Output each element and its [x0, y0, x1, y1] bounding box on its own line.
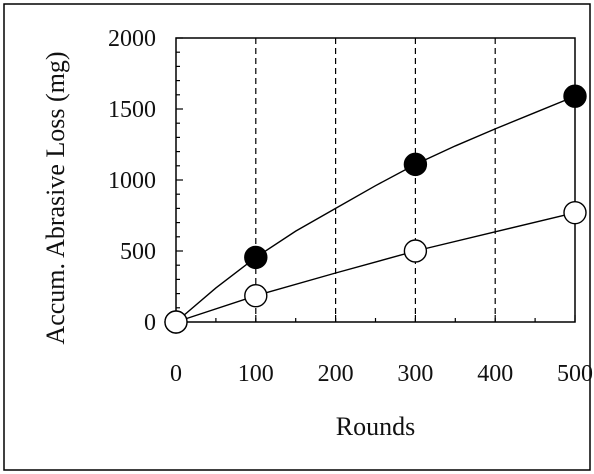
x-tick-label-0: 0: [170, 361, 182, 387]
series-1-point-100: [244, 245, 268, 270]
x-tick-label-100: 100: [238, 361, 274, 387]
gridlines: [255, 38, 496, 322]
series-lines: [175, 95, 576, 323]
data-markers: [164, 84, 587, 334]
y-tick-label-1000: 1000: [108, 168, 156, 194]
y-tick-label-1500: 1500: [108, 97, 156, 123]
series-2-line: [175, 211, 576, 323]
series-1-point-500: [563, 84, 587, 108]
x-tick-label-200: 200: [318, 361, 354, 387]
x-tick-label-300: 300: [397, 361, 433, 387]
x-axis-title: Rounds: [336, 412, 415, 441]
series-1-line: [175, 95, 576, 323]
series-2-point-0: [164, 310, 188, 334]
y-tick-label-2000: 2000: [108, 26, 156, 52]
figure-border: [3, 3, 591, 471]
y-tick-label-500: 500: [120, 239, 156, 265]
y-tick-label-0: 0: [144, 310, 156, 336]
series-1-point-300: [403, 152, 428, 177]
tick-labels: 0 500 1000 1500 2000 0 100 200 300 400 500: [108, 26, 593, 387]
x-tick-label-500: 500: [557, 361, 593, 387]
y-axis-title: Accum. Abrasive Loss (mg): [41, 51, 70, 344]
x-tick-label-400: 400: [477, 361, 513, 387]
series-2-point-100: [244, 284, 268, 308]
series-2-point-500: [563, 200, 587, 225]
series-2-point-300: [403, 239, 428, 263]
